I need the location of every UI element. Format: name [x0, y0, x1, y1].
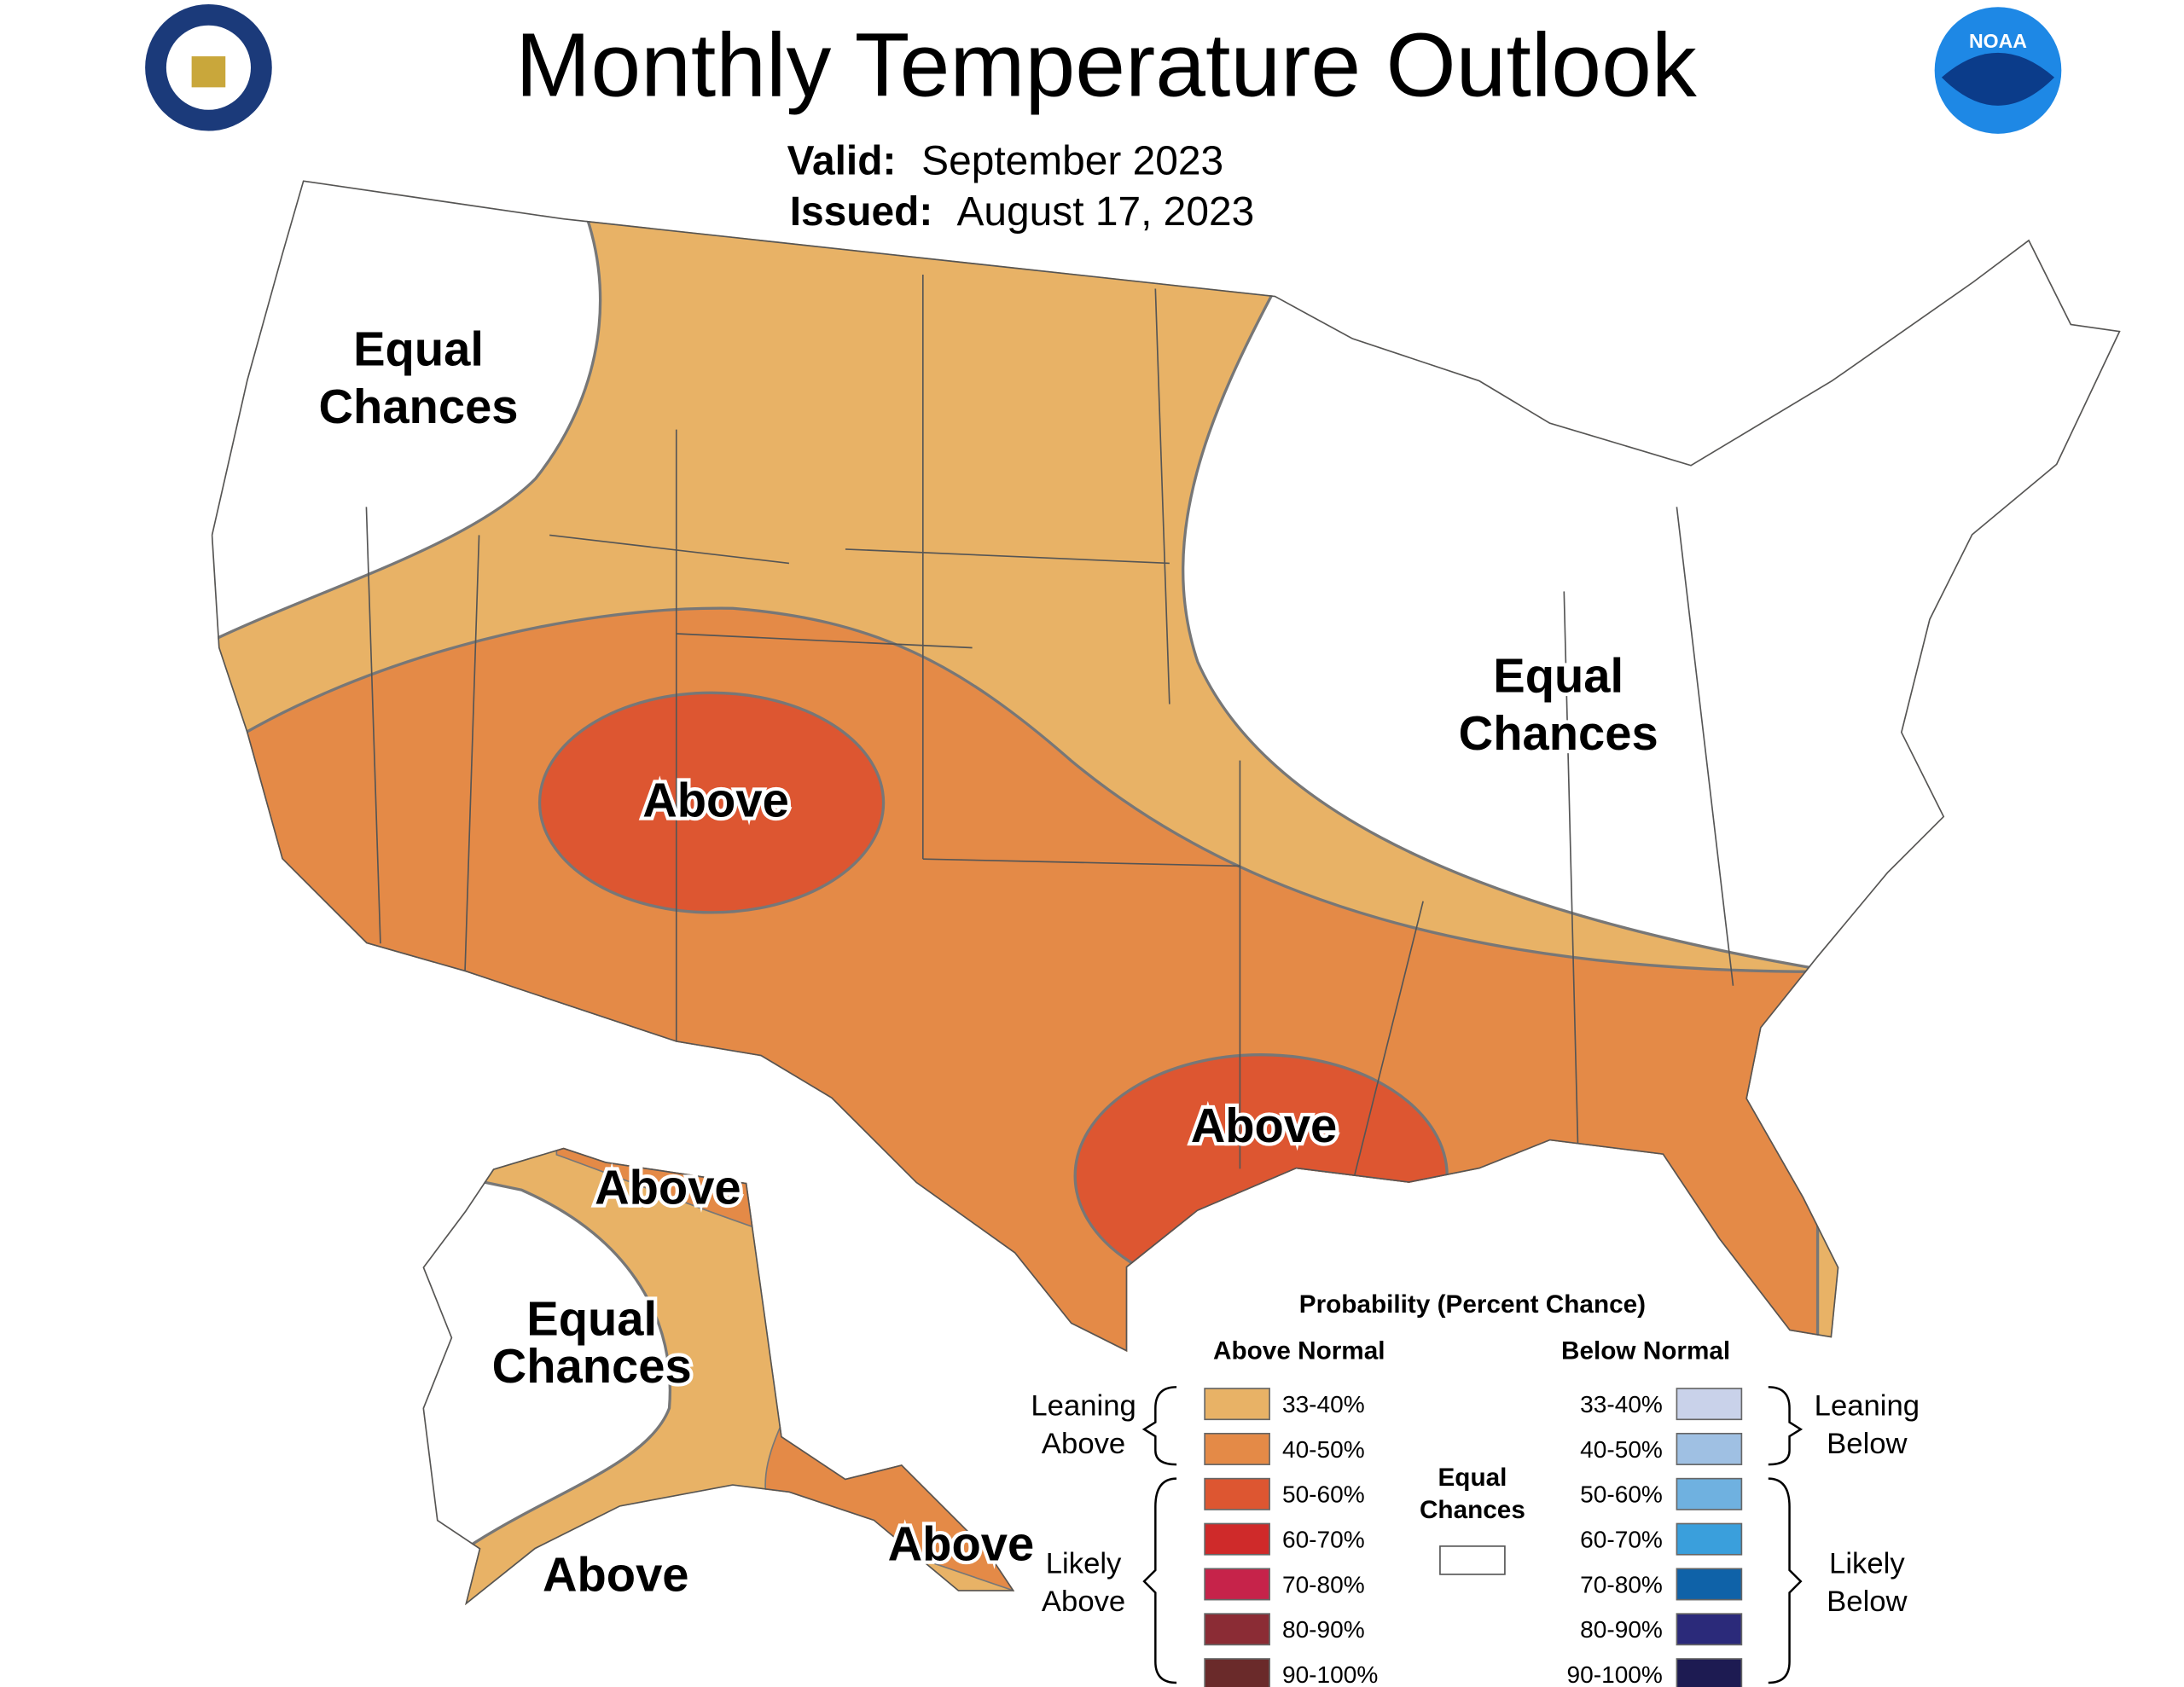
legend-label: 80-90%	[1282, 1616, 1365, 1643]
legend-label: 60-70%	[1580, 1527, 1663, 1553]
below-header: Below Normal	[1561, 1336, 1730, 1365]
legend-swatch	[1204, 1613, 1270, 1646]
bracket	[1768, 1477, 1803, 1684]
map-label: Above	[642, 774, 789, 827]
legend-label: 70-80%	[1282, 1571, 1365, 1597]
red-region	[1073, 1053, 1449, 1299]
legend-label: 50-60%	[1580, 1481, 1663, 1508]
valid-value: September 2023	[921, 139, 1223, 184]
legend-swatch	[1204, 1432, 1270, 1465]
legend-label: 90-100%	[1567, 1661, 1663, 1687]
state-line	[676, 633, 973, 649]
issued-label: Issued:	[790, 189, 933, 235]
state-line	[1563, 591, 1579, 1155]
legend-label: 40-50%	[1580, 1436, 1663, 1463]
legend-label: 70-80%	[1580, 1571, 1663, 1597]
logo-commerce	[145, 3, 272, 131]
legend-label: 80-90%	[1580, 1616, 1663, 1643]
legend-label: 60-70%	[1282, 1527, 1365, 1553]
ec-west	[211, 180, 602, 651]
bracket	[1142, 1477, 1177, 1684]
map-label: Equal Chances	[319, 322, 519, 433]
legend-title: Probability (Percent Chance)	[1299, 1290, 1646, 1319]
legend-swatch	[1204, 1568, 1270, 1601]
legend-swatch	[1676, 1613, 1743, 1646]
state-line	[845, 548, 1170, 565]
valid-label: Valid:	[787, 139, 897, 184]
bracket-label: Likely	[1829, 1547, 1905, 1580]
bracket-label: Above	[1042, 1428, 1125, 1460]
map-label: Above	[595, 1161, 741, 1215]
red-region	[537, 691, 886, 914]
noaa-text: NOAA	[1969, 30, 2027, 52]
bracket	[1141, 1386, 1177, 1466]
bracket-label: Above	[1042, 1586, 1125, 1618]
map-label: Above	[543, 1548, 689, 1602]
legend-swatch	[1676, 1522, 1743, 1556]
bracket	[1768, 1386, 1804, 1466]
state-line	[1154, 288, 1170, 704]
equal-label: Chances	[1420, 1496, 1525, 1524]
legend-swatch	[1676, 1658, 1743, 1687]
state-line	[549, 534, 789, 565]
legend-swatch	[1204, 1522, 1270, 1556]
title: Monthly Temperature Outlook	[515, 14, 1697, 115]
map-label: Equal Chances	[1459, 649, 1658, 760]
legend-label: 50-60%	[1282, 1481, 1365, 1508]
legend-swatch	[1204, 1388, 1270, 1421]
legend-label: 90-100%	[1282, 1661, 1378, 1687]
issued-value: August 17, 2023	[956, 189, 1254, 235]
state-line	[464, 535, 480, 972]
equal-label: Equal	[1438, 1464, 1507, 1492]
state-line	[922, 858, 1240, 867]
legend-label: 33-40%	[1580, 1391, 1663, 1417]
legend-label: 33-40%	[1282, 1391, 1365, 1417]
equal-swatch	[1439, 1545, 1506, 1575]
above-header: Above Normal	[1213, 1336, 1385, 1365]
bracket-label: Likely	[1046, 1547, 1122, 1580]
legend: Probability (Percent Chance) Above Normal…	[1031, 1290, 1920, 1687]
legend-swatch	[1676, 1477, 1743, 1510]
bracket-label: Leaning	[1031, 1389, 1136, 1422]
logo-noaa: NOAA	[1934, 7, 2062, 134]
map-label: Above	[1191, 1099, 1338, 1152]
state-line	[365, 507, 381, 944]
legend-swatch	[1204, 1477, 1270, 1510]
map-label: Equal Chances	[492, 1292, 692, 1393]
legend-swatch	[1204, 1658, 1270, 1687]
bracket-label: Below	[1827, 1586, 1908, 1618]
legend-label: 40-50%	[1282, 1436, 1365, 1463]
bracket-label: Leaning	[1815, 1389, 1920, 1422]
legend-swatch	[1676, 1568, 1743, 1601]
state-line	[1676, 507, 1734, 986]
orange-region	[764, 1407, 1015, 1606]
legend-swatch	[1676, 1388, 1743, 1421]
state-line	[1351, 901, 1424, 1184]
legend-swatch	[1676, 1432, 1743, 1465]
map-label: Above	[888, 1516, 1035, 1570]
bracket-label: Below	[1827, 1428, 1908, 1460]
